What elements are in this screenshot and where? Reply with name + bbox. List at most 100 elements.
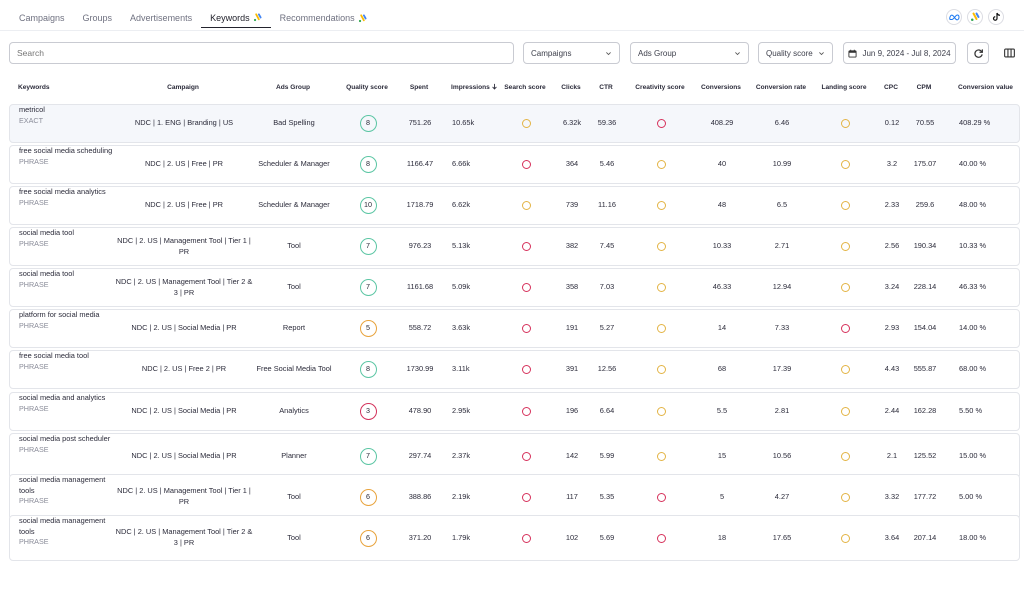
cell-landing-score [820, 351, 870, 388]
cell-spent: 1161.68 [402, 269, 438, 306]
ads-group-select[interactable]: Ads Group [630, 42, 749, 64]
col-creativity-score[interactable]: Creativity score [635, 84, 685, 91]
col-conversion-value[interactable]: Conversion value [958, 84, 1013, 91]
tab-recommendations[interactable]: Recommendations [271, 8, 376, 28]
cell-ads-group: Tool [254, 269, 334, 306]
col-keywords[interactable]: Keywords [18, 84, 50, 91]
cpm-value: 175.07 [913, 159, 937, 169]
quality-score-badge: 6 [359, 529, 377, 547]
cell-cpc: 2.56 [878, 228, 906, 265]
cell-conversion-value: 48.00 % [959, 187, 1019, 224]
cell-cpm: 190.34 [910, 228, 940, 265]
keyword-text: free social media scheduling [19, 146, 113, 155]
tab-label: Recommendations [279, 13, 355, 23]
cell-cpm: 228.14 [910, 269, 940, 306]
col-search-score[interactable]: Search score [504, 84, 546, 91]
col-ctr[interactable]: CTR [599, 84, 613, 91]
tab-keywords[interactable]: Keywords [201, 8, 271, 28]
col-conversions[interactable]: Conversions [701, 84, 741, 91]
google-ads-icon[interactable] [967, 9, 983, 25]
cell-creativity-score [630, 187, 692, 224]
cpc-value: 2.56 [884, 241, 900, 251]
ads-group-value: Planner [281, 450, 307, 460]
spent-value: 371.20 [408, 532, 432, 542]
ctr-value: 12.56 [597, 364, 617, 374]
cell-cpc: 3.24 [878, 269, 906, 306]
cell-landing-score [820, 475, 870, 519]
col-landing-score[interactable]: Landing score [821, 84, 867, 91]
tab-label: Keywords [210, 12, 250, 23]
conversion-rate-value: 6.46 [774, 118, 790, 128]
search-score-indicator [521, 324, 531, 333]
campaigns-select[interactable]: Campaigns [523, 42, 620, 64]
conversion-value-value: 14.00 % [959, 323, 987, 333]
chevron-down-icon [606, 51, 611, 55]
creativity-score-indicator [656, 324, 666, 333]
landing-score-indicator [840, 451, 850, 461]
columns-button[interactable] [998, 42, 1020, 64]
cell-campaign: NDC | 2. US | Management Tool | Tier 1 |… [114, 228, 254, 265]
col-ads-group[interactable]: Ads Group [275, 84, 311, 91]
cell-impressions: 3.63k [452, 310, 492, 347]
col-cpc[interactable]: CPC [884, 84, 898, 91]
table-row[interactable]: social media and analytics PHRASE NDC | 2.… [9, 392, 1020, 431]
creativity-score-indicator [656, 242, 666, 251]
col-conversion-rate[interactable]: Conversion rate [755, 84, 807, 91]
tiktok-icon[interactable] [988, 9, 1004, 25]
table-row[interactable]: social media tool PHRASE NDC | 2. US | Man… [9, 268, 1020, 307]
impressions-value: 6.62k [452, 200, 471, 210]
table-row[interactable]: social media tool PHRASE NDC | 2. US | Man… [9, 227, 1020, 266]
col-spent[interactable]: Spent [409, 84, 429, 91]
col-quality-score[interactable]: Quality score [346, 84, 388, 91]
quality-score-select[interactable]: Quality score [758, 42, 833, 64]
cell-cpm: 555.87 [910, 351, 940, 388]
search-score-indicator [521, 407, 531, 416]
landing-score-indicator [840, 324, 850, 333]
table-row[interactable]: platform for social media PHRASE NDC | 2. … [9, 309, 1020, 348]
cell-cpc: 2.93 [878, 310, 906, 347]
cell-conversion-value: 15.00 % [959, 434, 1019, 478]
cell-impressions: 6.66k [452, 146, 492, 183]
search-input[interactable] [9, 42, 514, 64]
col-impressions[interactable]: Impressions [451, 80, 498, 96]
table-row[interactable]: free social media tool PHRASE NDC | 2. US … [9, 350, 1020, 389]
meta-icon[interactable] [946, 9, 962, 25]
clicks-value: 6.32k [562, 118, 582, 128]
table-row[interactable]: metricol EXACT NDC | 1. ENG | Branding | U… [9, 104, 1020, 143]
cell-spent: 371.20 [402, 516, 438, 560]
cell-spent: 976.23 [402, 228, 438, 265]
table-row[interactable]: social media post scheduler PHRASE NDC | 2… [9, 433, 1020, 479]
tab-bar-divider [0, 30, 1024, 31]
cell-creativity-score [630, 269, 692, 306]
tab-campaigns[interactable]: Campaigns [10, 8, 74, 28]
date-range-picker[interactable]: Jun 9, 2024 - Jul 8, 2024 [843, 42, 956, 64]
keyword-text: free social media tool [19, 351, 89, 360]
refresh-button[interactable] [967, 42, 989, 64]
clicks-value: 739 [565, 200, 579, 210]
col-clicks[interactable]: Clicks [561, 84, 581, 91]
cell-creativity-score [630, 228, 692, 265]
table-row[interactable]: free social media analytics PHRASE NDC | 2… [9, 186, 1020, 225]
table-row[interactable]: social media management tools PHRASE NDC |… [9, 474, 1020, 520]
cell-search-score [504, 516, 548, 560]
tab-advertisements[interactable]: Advertisements [121, 8, 201, 28]
table-row[interactable]: social media management tools PHRASE NDC |… [9, 515, 1020, 561]
table-row[interactable]: free social media scheduling PHRASE NDC | … [9, 145, 1020, 184]
col-cpm[interactable]: CPM [916, 84, 932, 91]
ads-group-value: Scheduler & Manager [258, 200, 330, 210]
cell-conversion-rate: 7.33 [754, 310, 810, 347]
ctr-value: 7.03 [599, 282, 615, 292]
cpm-value: 154.04 [913, 323, 937, 333]
cell-quality-score: 7 [334, 434, 402, 478]
cell-ctr: 11.16 [591, 187, 623, 224]
cell-clicks: 196 [553, 393, 591, 430]
col-campaign[interactable]: Campaign [167, 84, 199, 91]
campaign-value: NDC | 2. US | Free | PR [144, 159, 224, 169]
tab-groups[interactable]: Groups [74, 8, 122, 28]
ctr-value: 5.46 [599, 159, 615, 169]
cell-conversion-value: 14.00 % [959, 310, 1019, 347]
creativity-score-indicator [656, 283, 666, 292]
cell-conversion-rate: 2.81 [754, 393, 810, 430]
spent-value: 558.72 [408, 323, 432, 333]
conversions-value: 48 [717, 200, 727, 210]
